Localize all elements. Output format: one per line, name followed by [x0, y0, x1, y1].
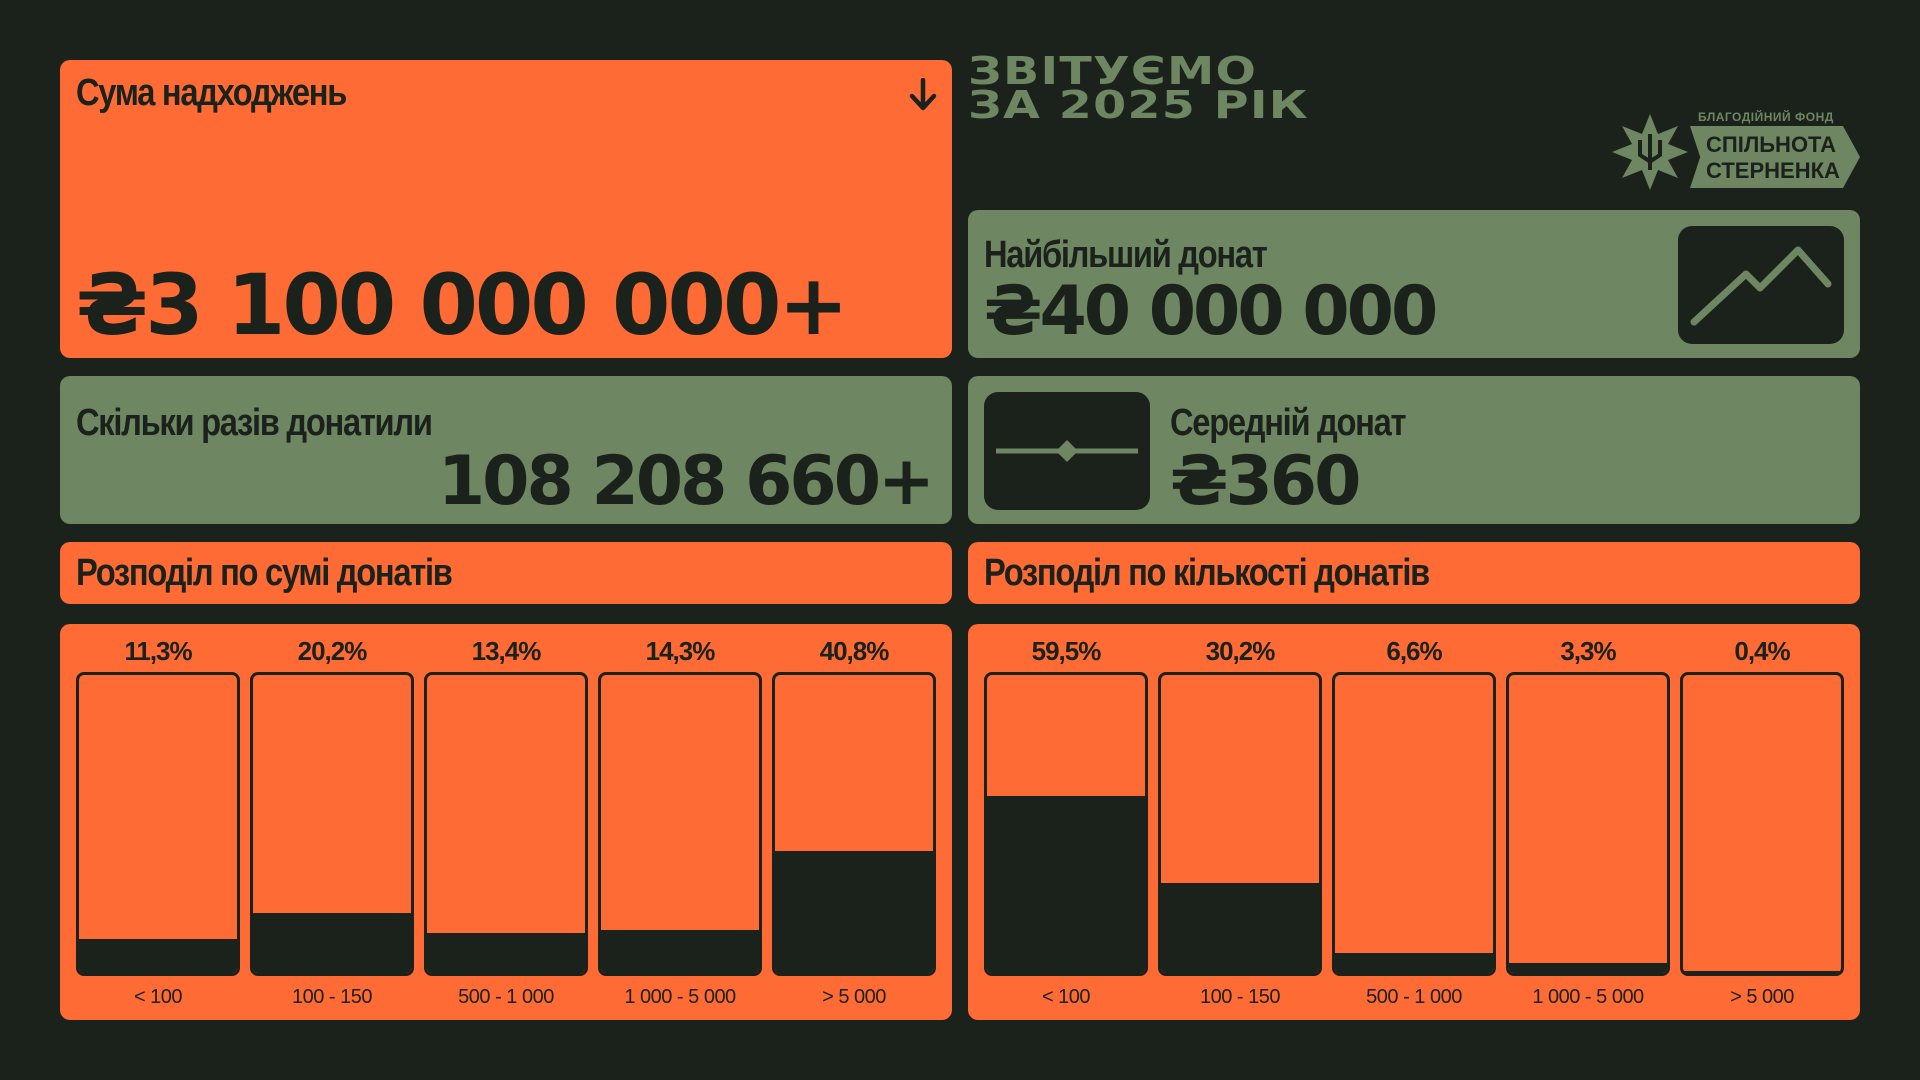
bar-category-label: 100 - 150: [1199, 986, 1281, 1008]
largest-value: ₴40 000 000: [984, 272, 1438, 351]
chart-sum-panel: 11,3% < 100 20,2% 100 - 150 13,4% 500 - 1 000…: [60, 624, 952, 1020]
bar: [1680, 672, 1844, 976]
chart-count-title: Розподіл по кількості донатів: [984, 552, 1430, 594]
trend-up-icon: [1678, 226, 1844, 344]
bar: [250, 672, 414, 976]
tab-largest-left: [968, 360, 1124, 372]
donation-count-card: Скільки разів донатили 108 208 660+: [60, 376, 952, 524]
bar: [984, 672, 1148, 976]
bar: [1332, 672, 1496, 976]
bar: [1158, 672, 1322, 976]
bar-value-label: 59,5%: [1031, 636, 1102, 666]
bar-fill: [427, 933, 585, 973]
bar-value-label: 3,3%: [1560, 636, 1616, 666]
bar-value-label: 40,8%: [819, 636, 890, 666]
bar-category-label: > 5 000: [1730, 986, 1794, 1008]
bar-value-label: 6,6%: [1386, 636, 1442, 666]
bar-category-label: 500 - 1 000: [458, 986, 554, 1008]
average-value: ₴360: [1170, 442, 1361, 521]
logo-line1: СПІЛЬНОТА: [1706, 132, 1837, 157]
bar-category-label: 1 000 - 5 000: [1532, 986, 1644, 1008]
count-value: 108 208 660+: [437, 442, 935, 521]
bar: [1506, 672, 1670, 976]
report-title-line2: ЗА 2025 РІК: [968, 83, 1309, 127]
arrow-down-icon: [909, 78, 937, 111]
average-donation-card: Середній донат ₴360: [968, 376, 1860, 524]
bar: [76, 672, 240, 976]
bar-value-label: 14,3%: [645, 636, 716, 666]
chart-sum-header: Розподіл по сумі донатів: [60, 542, 952, 604]
bar-fill: [601, 930, 759, 973]
chart-count-header: Розподіл по кількості донатів: [968, 542, 1860, 604]
bar-value-label: 0,4%: [1734, 636, 1790, 666]
chart-sum-title: Розподіл по сумі донатів: [76, 552, 453, 594]
largest-title: Найбільший донат: [984, 234, 1268, 276]
trident-star-icon: [1612, 114, 1688, 190]
bar: [424, 672, 588, 976]
total-value: ₴3 100 000 000+: [76, 256, 849, 354]
largest-donation-card: Найбільший донат ₴40 000 000: [968, 210, 1860, 358]
tab-chart-count-left: [968, 608, 1254, 620]
logo-line2: СТЕРНЕНКА: [1706, 158, 1840, 183]
bar: [598, 672, 762, 976]
logo-small-text: БЛАГОДІЙНИЙ ФОНД: [1698, 110, 1834, 124]
bar-category-label: 1 000 - 5 000: [624, 986, 736, 1008]
tab-chart-sum-left: [60, 608, 346, 620]
tab-chart-sum-right: [666, 608, 952, 620]
bar-category-label: < 100: [133, 986, 183, 1008]
bar-fill: [775, 851, 933, 973]
total-title: Сума надходжень: [76, 72, 347, 114]
chart-count-panel: 59,5% < 100 30,2% 100 - 150 6,6% 500 - 1 000 3…: [968, 624, 1860, 1020]
bar-value-label: 11,3%: [124, 636, 192, 666]
bar: [772, 672, 936, 976]
tab-chart-count-right: [1574, 608, 1860, 620]
average-title: Середній донат: [1170, 402, 1406, 444]
bar-fill: [1683, 971, 1841, 973]
bar-category-label: 100 - 150: [291, 986, 373, 1008]
bar-value-label: 30,2%: [1205, 636, 1276, 666]
count-title: Скільки разів донатили: [76, 402, 433, 444]
bar-value-label: 20,2%: [297, 636, 368, 666]
report-title: ЗВІТУЄМО ЗА 2025 РІК: [968, 49, 1309, 127]
total-card: Сума надходжень ₴3 100 000 000+: [60, 60, 952, 358]
bar-value-label: 13,4%: [471, 636, 542, 666]
bar-fill: [79, 939, 237, 973]
bar-fill: [987, 795, 1145, 973]
bar-fill: [1335, 953, 1493, 973]
tab-largest-right: [1704, 360, 1860, 372]
bar-fill: [1161, 883, 1319, 973]
bar-fill: [253, 912, 411, 973]
report-title-line1: ЗВІТУЄМО: [968, 49, 1258, 93]
bar-category-label: 500 - 1 000: [1366, 986, 1462, 1008]
logo-badge: СПІЛЬНОТА СТЕРНЕНКА: [1690, 126, 1860, 188]
bar-category-label: > 5 000: [822, 986, 886, 1008]
foundation-logo: БЛАГОДІЙНИЙ ФОНД СПІЛЬНОТА СТЕРНЕНКА: [1610, 110, 1860, 192]
bar-fill: [1509, 963, 1667, 973]
slider-diamond-icon: [984, 392, 1150, 510]
bar-category-label: < 100: [1041, 986, 1091, 1008]
